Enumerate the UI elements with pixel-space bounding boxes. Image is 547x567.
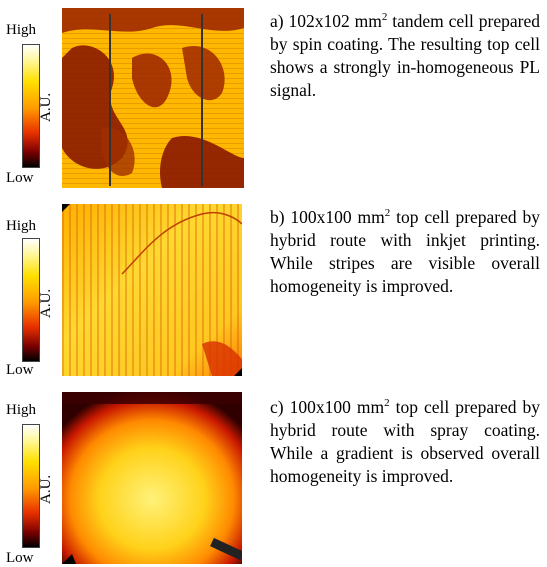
colorbar-low: Low — [6, 170, 34, 187]
caption: a) 102x102 mm2 tandem cell prepared by s… — [270, 10, 540, 102]
colorbar: High A.U. Low — [0, 376, 60, 564]
caption-prefix: b) 100x100 mm — [270, 207, 385, 227]
caption-prefix: c) 100x100 mm — [270, 397, 384, 417]
colorbar-unit: A.U. — [38, 93, 55, 122]
colorbar: High A.U. Low — [0, 200, 60, 388]
colorbar-high: High — [6, 402, 36, 419]
caption: c) 100x100 mm2 top cell prepared by hybr… — [270, 396, 540, 488]
colorbar-high: High — [6, 218, 36, 235]
pl-image — [62, 392, 242, 564]
panel: High A.U. Low c) 100x100 mm2 top cell pr… — [0, 376, 547, 564]
colorbar-low: Low — [6, 550, 34, 567]
page: {"panels": [ {"colorbar": {"high": "High… — [0, 0, 547, 564]
caption-prefix: a) 102x102 mm — [270, 11, 382, 31]
caption: b) 100x100 mm2 top cell prepared by hybr… — [270, 206, 540, 298]
pl-image — [62, 204, 242, 376]
panel: High A.U. Low b) 100x100 mm2 top cell pr… — [0, 200, 547, 388]
panel: High A.U. Low a) 102x102 mm2 tandem cell… — [0, 4, 547, 192]
colorbar-high: High — [6, 22, 36, 39]
colorbar-unit: A.U. — [38, 475, 55, 504]
pl-image — [62, 8, 244, 188]
colorbar: High A.U. Low — [0, 4, 60, 192]
colorbar-unit: A.U. — [38, 289, 55, 318]
